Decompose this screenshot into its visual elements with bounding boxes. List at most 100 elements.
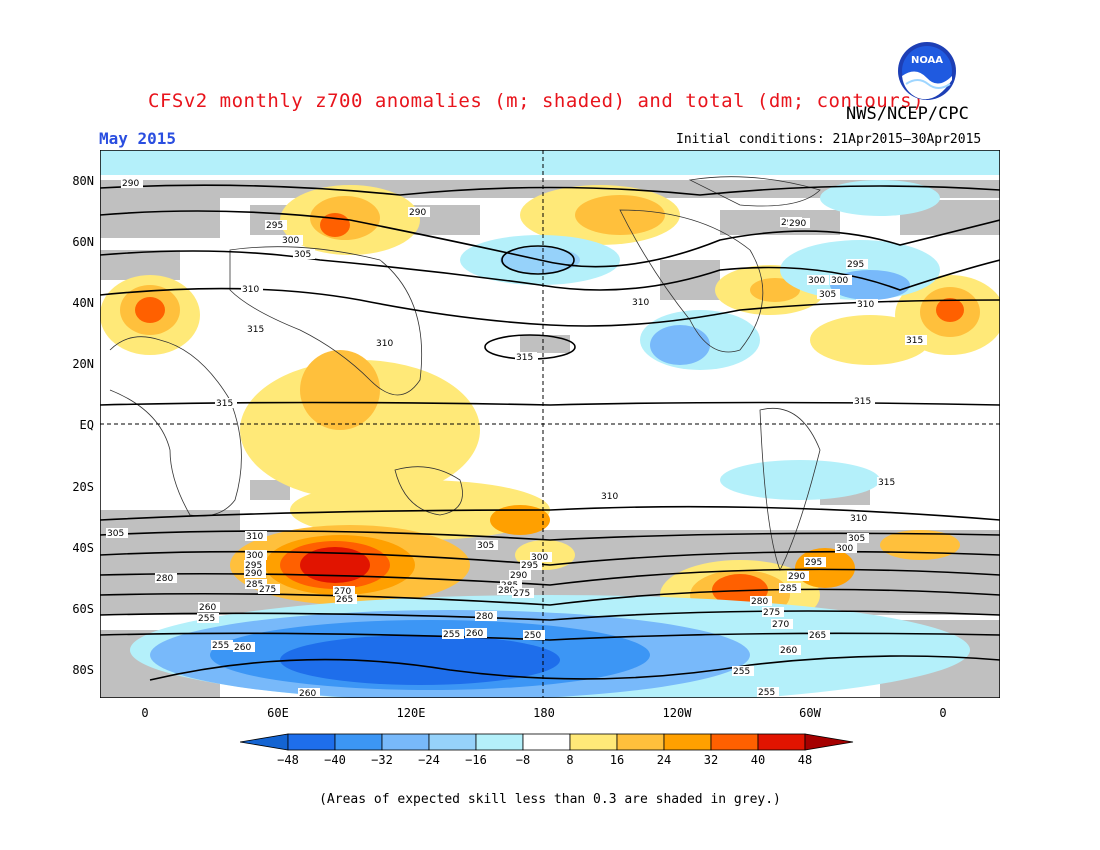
colorbar-segment [428, 733, 477, 751]
contour-label: 295 [244, 560, 266, 571]
contour-label-text: 280 [751, 597, 768, 607]
contour-label-text: 290 [409, 208, 426, 218]
longitude-tick-label: 0 [141, 706, 149, 720]
contour-label: 300 [807, 275, 829, 286]
contour-label: 295 [846, 259, 868, 270]
contour-label-text: 290 [510, 571, 527, 581]
contour-label-text: 285 [780, 584, 797, 594]
contour-label: 300 [281, 235, 303, 246]
contour-label-text: 285 [246, 580, 263, 590]
contour-label: 285 [779, 583, 801, 594]
contour-label: 275 [762, 607, 784, 618]
contour-label-text: 295 [805, 558, 822, 568]
contour-label: 290 [408, 207, 430, 218]
latitude-tick-label: 80S [72, 663, 94, 677]
contour-label-text: 295 [521, 561, 538, 571]
contour-label: 260 [298, 688, 320, 698]
latitude-tick-label: 40N [72, 296, 94, 310]
contour-label-text: 310 [632, 298, 649, 308]
contour-label-text: 305 [294, 250, 311, 260]
contour-label-text: 260 [234, 643, 251, 653]
contour-label-text: 300 [246, 551, 263, 561]
contour-label: 260 [198, 602, 220, 613]
contour-label-text: 290 [122, 179, 139, 189]
contour-label-text: 310 [242, 285, 259, 295]
height-contours [100, 184, 1000, 681]
contour-label: 315 [853, 396, 875, 407]
colorbar-segment [240, 733, 289, 751]
contour-label: 255 [211, 640, 233, 651]
colorbar-segment [381, 733, 430, 751]
contour-label-text: 260 [780, 646, 797, 656]
contour-label-text: 300 [831, 276, 848, 286]
contour-label-text: 300 [836, 544, 853, 554]
contour-label-text: 255 [758, 688, 775, 698]
colorbar-segment [710, 733, 759, 751]
contour-label: 290 [244, 568, 266, 579]
contour-label-text: 295 [847, 260, 864, 270]
contour-label: 260 [465, 628, 487, 639]
latitude-tick-label: 80N [72, 174, 94, 188]
contour-label: 310 [600, 491, 622, 502]
contour-label: 300 [835, 543, 857, 554]
contour-label: 310 [375, 338, 397, 349]
contour-label: 300 [530, 552, 552, 563]
contour-label-layer: 2902953003053103153103152902953003053103… [106, 178, 927, 698]
contour-label-text: 260 [199, 603, 216, 613]
contour-label-text: 300 [531, 553, 548, 563]
colorbar-segment [334, 733, 383, 751]
contour-label-text: 270 [772, 620, 789, 630]
contour-label: 295 [520, 560, 542, 571]
contour-label-text: 280 [476, 612, 493, 622]
contour-label: 275 [258, 584, 280, 595]
contour-label: 300 [830, 275, 852, 286]
colorbar-segment [475, 733, 524, 751]
contour-label-text: 275 [513, 589, 530, 599]
contour-label-text: 310 [376, 339, 393, 349]
contour-label: 290 [787, 571, 809, 582]
colorbar-tick-label: 16 [609, 753, 625, 767]
contour-label-text: 300 [808, 276, 825, 286]
contour-label-text: 310 [246, 532, 263, 542]
longitude-tick-label: 60W [799, 706, 821, 720]
contour-label-text: 305 [819, 290, 836, 300]
longitude-tick-label: 120W [662, 706, 692, 720]
contour-label-text: 310 [850, 514, 867, 524]
colorbar-segment [804, 733, 854, 751]
contour-label: 305 [847, 533, 869, 544]
contour-label-text: 305 [107, 529, 124, 539]
noaa-logo-icon: NOAA [898, 42, 956, 100]
organization-label: NWS/NCEP/CPC [846, 104, 969, 124]
contour-label-text: 315 [247, 325, 264, 335]
contour-label-text: 295 [266, 221, 283, 231]
colorbar-segment [287, 733, 336, 751]
contour-label: 265 [335, 594, 357, 605]
colorbar-segment [522, 733, 571, 751]
longitude-tick-label: 0 [939, 706, 947, 720]
logo-text: NOAA [911, 55, 943, 66]
contour-label-text: 290 [245, 569, 262, 579]
contour-label: 315 [515, 352, 537, 363]
contour-label-text: 275 [763, 608, 780, 618]
contour-label: 310 [241, 284, 263, 295]
colorbar-tick-label: −48 [277, 753, 299, 767]
contour-label-text: 305 [477, 541, 494, 551]
coastlines [109, 176, 821, 572]
colorbar-segment [757, 733, 806, 751]
contour-label: 275 [512, 588, 534, 599]
contour-label-text: 260 [299, 689, 316, 698]
contour-label: 315 [877, 477, 899, 488]
contour-label: 280 [750, 596, 772, 607]
contour-label-text: 275 [259, 585, 276, 595]
contour-label-text: 255 [443, 630, 460, 640]
latitude-tick-label: EQ [79, 418, 94, 432]
longitude-tick-label: 180 [533, 706, 555, 720]
initial-conditions-label: Initial conditions: 21Apr2015–30Apr2015 [676, 132, 982, 147]
contour-label-text: 295 [245, 561, 262, 571]
contour-label-text: 315 [854, 397, 871, 407]
contour-label-text: 255 [198, 614, 215, 624]
contour-label: 255 [442, 629, 464, 640]
contour-label-text: 315 [516, 353, 533, 363]
contour-label: 270 [771, 619, 793, 630]
contour-label: 310 [631, 297, 653, 308]
